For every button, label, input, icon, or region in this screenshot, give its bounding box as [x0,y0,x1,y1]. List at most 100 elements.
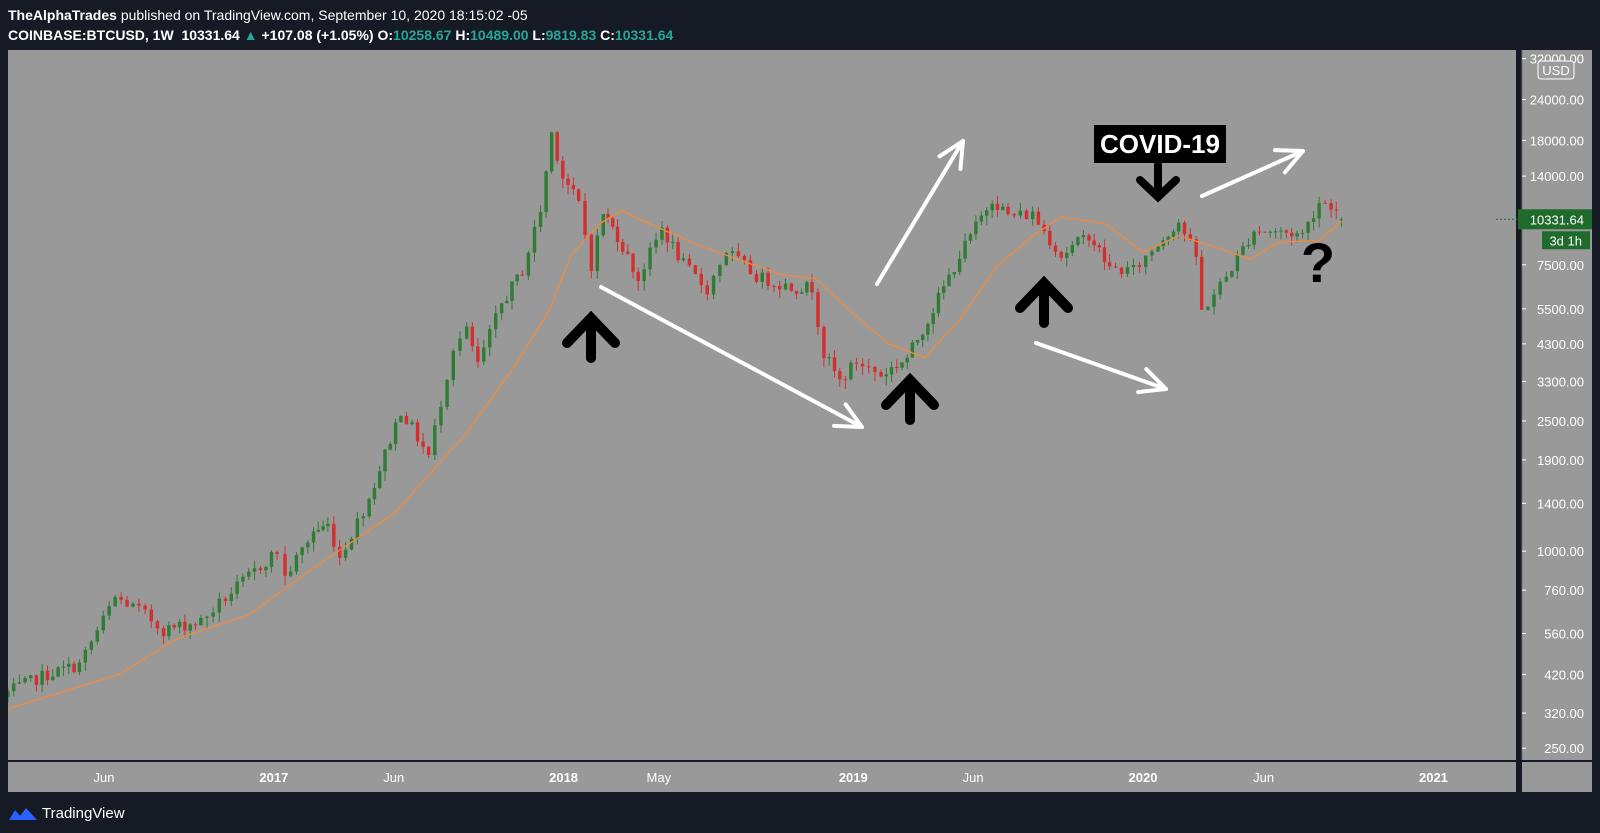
candle-body [968,234,973,241]
candle-body [77,662,82,673]
candle-body [620,241,625,252]
price-tick-label: 24000.00 [1530,92,1584,107]
close-value: 10331.64 [614,27,674,43]
tradingview-brand: TradingView [42,804,125,822]
candle-body [631,253,635,272]
publisher-name[interactable]: TheAlphaTrades [8,7,117,23]
candle-body [1107,262,1112,267]
tradingview-footer[interactable]: TradingView [8,802,125,824]
price-tick-label: 1000.00 [1537,544,1584,559]
candle-body [235,581,239,594]
candle-body [499,303,504,314]
candle-body [754,273,759,282]
candle-body [1059,251,1063,258]
candle-body [1176,222,1181,232]
time-tick-label: Jun [1253,770,1274,785]
candle-body [736,251,741,257]
candle-body [789,283,794,291]
candle-body [611,218,615,227]
candle-body [816,292,820,328]
candle-body [1012,214,1016,216]
candle-body [383,449,387,472]
candle-body [889,366,894,375]
candle-body [361,516,365,519]
candle-body [1036,211,1041,225]
candle-body [1329,203,1333,210]
candle-body [29,675,33,678]
candle-body [34,675,39,685]
candle-body [963,240,967,259]
candle-body [873,366,877,373]
candle-body [1235,254,1240,272]
close-label: C: [600,27,615,43]
candle-body [838,370,842,380]
candle-body [1076,237,1080,245]
candle-body [269,552,274,567]
candle-body [783,283,788,290]
symbol-label[interactable]: COINBASE:BTCUSD, 1W [8,27,174,43]
candle-body [283,553,287,576]
candle-body [316,529,321,532]
candle-body [778,285,782,290]
candle-body [544,171,548,213]
candle-body [1030,211,1035,219]
candle-body [465,326,469,339]
candle-body [343,549,348,558]
candle-body [1053,245,1058,252]
candle-body [294,554,299,572]
black-up-arrow-2 [881,372,939,425]
candle-body [125,599,129,607]
candle-body [1230,271,1234,277]
candle-body [1092,240,1096,246]
candle-body [177,621,182,628]
candle-body [1150,251,1154,256]
candle-body [1323,202,1327,204]
time-tick-label: Jun [94,770,115,785]
candle-body [421,441,425,447]
white-arrow-down-1 [599,285,864,429]
candle-body [275,552,279,554]
candle-body [211,612,215,617]
white-arrow-up-1 [875,139,965,286]
candle-body [445,380,449,407]
candle-body [264,566,268,571]
price-tick-label: 320.00 [1544,706,1584,721]
candle-body [1295,233,1299,237]
candle-body [693,265,698,274]
candle-body [388,444,393,450]
question-mark: ? [1301,231,1335,294]
candle-body [526,252,531,276]
black-up-arrow-1 [562,310,620,363]
candle-body [205,616,209,618]
candle-body [332,523,336,547]
candle-body [1334,209,1338,211]
covid-label: COVID-19 [1100,129,1220,159]
time-axis [8,762,1516,792]
candle-body [867,366,871,368]
candle-body [217,598,222,613]
candle-body [931,313,935,324]
candle-body [89,641,94,650]
candle-body [83,649,88,663]
candle-body [1001,206,1005,210]
candle-body [451,350,455,381]
candle-body [1339,219,1344,221]
price-tick-label: 560.00 [1544,627,1584,642]
candle-body [1087,235,1091,241]
candle-body [1199,256,1204,310]
candle-body [56,667,60,677]
candle-body [1306,221,1310,233]
candle-body [974,221,978,235]
candle-body [1166,236,1171,241]
candle-body [947,274,951,287]
candle-body [942,286,946,293]
price-tick-label: 760.00 [1544,583,1584,598]
price-tick-label: 5500.00 [1537,302,1584,317]
price-tick-label: 3300.00 [1537,374,1584,389]
time-tick-label: Jun [963,770,984,785]
time-tick-label: 2021 [1419,770,1448,785]
candle-body [681,258,686,261]
candle-body [183,621,187,631]
ohlc-line: COINBASE:BTCUSD, 1W 10331.64 ▲ +107.08 (… [8,25,673,45]
